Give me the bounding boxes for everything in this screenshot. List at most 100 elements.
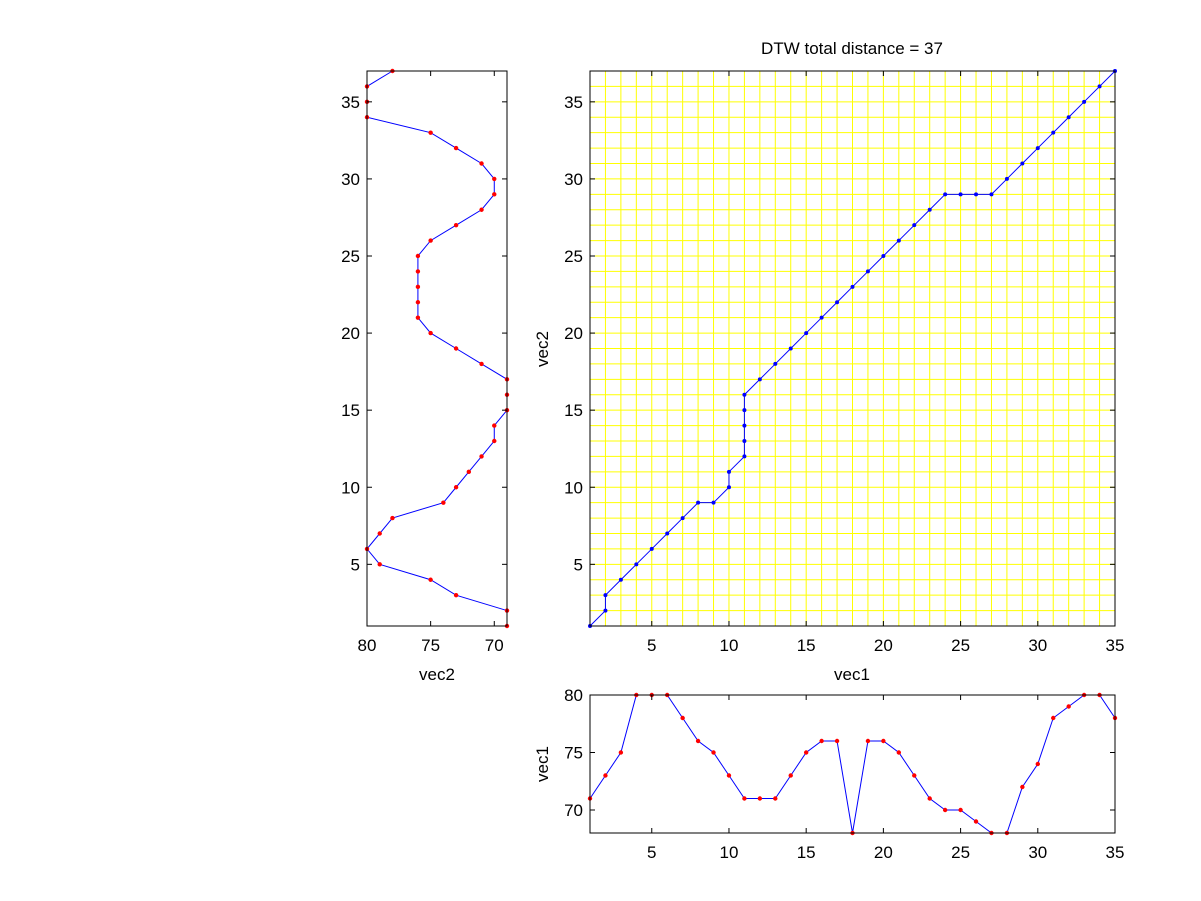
- dtw-path-point: [757, 377, 762, 382]
- vec1-point: [773, 796, 778, 801]
- vec2-point: [453, 346, 459, 351]
- dtw-ytick-label: 25: [564, 247, 583, 266]
- dtw-path-point: [865, 269, 870, 274]
- dtw-path-point: [819, 315, 824, 320]
- vec2-ytick-label: 15: [341, 401, 360, 420]
- dtw-path-point: [896, 238, 901, 243]
- dtw-path-point: [680, 516, 685, 521]
- vec1-point: [695, 738, 701, 744]
- dtw-path-point: [1035, 146, 1040, 151]
- dtw-xtick-label: 20: [874, 636, 893, 655]
- vec2-axes-box: [366, 70, 508, 627]
- vec1-point: [680, 715, 685, 721]
- vec2-xtick-label: 80: [358, 636, 377, 655]
- vec2-point: [479, 161, 484, 166]
- dtw-path-point: [726, 485, 731, 490]
- dtw-xtick-label: 25: [951, 636, 970, 655]
- vec1-xtick-label: 30: [1028, 843, 1047, 862]
- dtw-warping-path: [588, 69, 1117, 628]
- vec1-signal-plot: 5 10 15 20 25 30 35 70 75 80 vec1: [533, 686, 1124, 862]
- dtw-path-point: [1066, 115, 1071, 120]
- dtw-xlabel: vec1: [834, 665, 870, 684]
- vec2-xtick-label: 75: [421, 636, 440, 655]
- vec2-point: [415, 253, 421, 259]
- vec1-point: [881, 738, 886, 744]
- vec2-point: [390, 515, 395, 521]
- vec1-point: [973, 819, 979, 824]
- dtw-path-point: [726, 469, 731, 474]
- vec1-xtick-label: 25: [951, 843, 970, 862]
- dtw-path-point: [696, 500, 701, 505]
- dtw-path-point: [742, 423, 747, 428]
- vec1-xtick-label: 35: [1106, 843, 1125, 862]
- vec1-point: [834, 738, 840, 744]
- dtw-path-point: [649, 546, 654, 551]
- dtw-path-point: [881, 254, 886, 258]
- vec1-point: [896, 750, 902, 755]
- vec1-xtick-label: 20: [874, 843, 893, 862]
- vec2-point: [453, 222, 459, 228]
- vec2-ytick-label: 35: [341, 93, 360, 112]
- vec2-ticks: 80 75 70 5 10 15 20 25 30 35: [341, 71, 507, 655]
- dtw-path-point: [788, 346, 793, 351]
- vec1-plot-area: [590, 695, 1115, 833]
- vec2-point: [428, 330, 433, 336]
- vec2-ytick-label: 10: [341, 478, 360, 497]
- vec1-ticks: 5 10 15 20 25 30 35 70 75 80: [564, 686, 1124, 862]
- vec2-ytick-label: 20: [341, 324, 360, 343]
- vec2-point: [441, 500, 446, 505]
- vec1-point: [742, 796, 747, 801]
- dtw-path-point: [742, 392, 747, 397]
- vec1-axes-box: [589, 694, 1116, 834]
- vec2-point: [453, 592, 459, 598]
- dtw-xtick-label: 30: [1028, 636, 1047, 655]
- dtw-path-point: [958, 192, 963, 197]
- dtw-path-plot: 5 10 15 20 25 30 35 5 10 15 20 25 30 35 DTW total dis…: [533, 39, 1124, 684]
- vec2-point: [492, 438, 497, 444]
- vec1-ytick-label: 70: [564, 801, 583, 820]
- vec1-point: [603, 773, 608, 778]
- dtw-ytick-label: 5: [574, 555, 583, 574]
- vec2-point: [428, 577, 433, 582]
- vec2-point: [492, 176, 497, 182]
- vec1-point: [726, 773, 732, 778]
- dtw-path-point: [1020, 161, 1025, 166]
- vec2-point: [479, 207, 484, 212]
- vec1-point: [1020, 784, 1025, 790]
- vec1-point: [819, 738, 824, 744]
- vec1-xtick-label: 5: [647, 843, 656, 862]
- dtw-path-point: [1004, 176, 1009, 181]
- vec2-signal-line: [364, 68, 510, 629]
- vec1-ytick-label: 75: [564, 744, 583, 763]
- dtw-path-point: [773, 361, 778, 366]
- vec2-signal-plot: 80 75 70 5 10 15 20 25 30 35 vec2: [341, 68, 510, 684]
- vec2-point: [492, 423, 497, 428]
- vec1-point: [927, 796, 932, 801]
- dtw-path-point: [634, 562, 639, 567]
- dtw-title: DTW total distance = 37: [761, 39, 943, 58]
- dtw-xtick-label: 35: [1106, 636, 1125, 655]
- dtw-path-point: [742, 439, 747, 443]
- vec2-point: [415, 284, 421, 290]
- vec2-point: [415, 269, 421, 274]
- vec2-point: [479, 361, 484, 367]
- vec2-point: [415, 300, 421, 305]
- vec1-point: [1066, 704, 1071, 709]
- dtw-xtick-label: 5: [647, 636, 656, 655]
- vec2-xlabel: vec2: [419, 665, 455, 684]
- vec1-xtick-label: 10: [720, 843, 739, 862]
- vec1-point: [788, 773, 793, 778]
- vec2-point: [453, 145, 459, 151]
- dtw-ticks: 5 10 15 20 25 30 35 5 10 15 20 25 30 35: [564, 71, 1124, 655]
- vec2-ytick-label: 25: [341, 247, 360, 266]
- vec2-point: [453, 485, 459, 490]
- dtw-path-point: [1097, 84, 1102, 89]
- dtw-path-point: [912, 223, 917, 228]
- vec1-point: [757, 796, 763, 801]
- dtw-path-point: [711, 500, 716, 505]
- dtw-path-point: [835, 300, 840, 305]
- dtw-ytick-label: 30: [564, 170, 583, 189]
- dtw-path-point: [618, 577, 623, 582]
- vec1-ylabel: vec1: [533, 746, 552, 782]
